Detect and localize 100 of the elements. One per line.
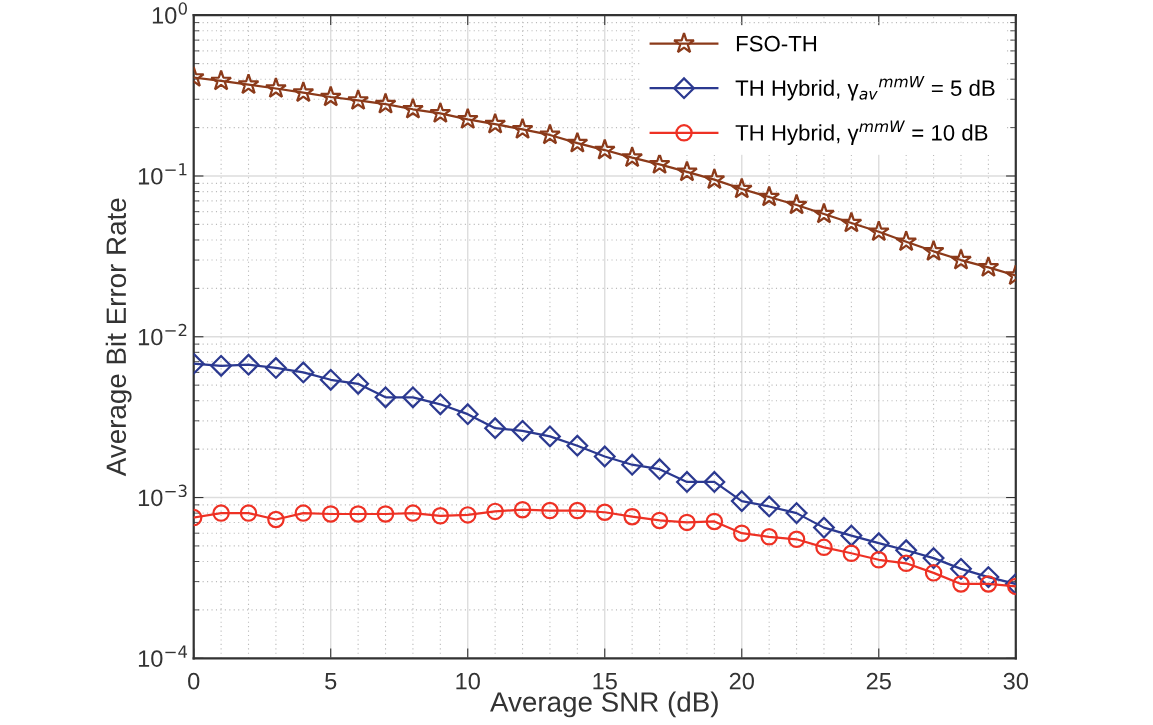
point [376, 505, 395, 523]
y-axis-title: Average Bit Error Rate [105, 198, 132, 477]
point [319, 368, 342, 391]
point [239, 504, 258, 522]
x-tick-label: 20 [729, 672, 754, 690]
point [678, 513, 696, 532]
point [401, 97, 424, 119]
point [349, 505, 367, 523]
point [787, 530, 806, 549]
point [568, 501, 587, 520]
point [484, 112, 507, 134]
point [566, 131, 589, 153]
point [374, 92, 397, 114]
x-tick-label: 30 [1003, 672, 1028, 690]
point [895, 539, 918, 562]
point [456, 403, 479, 426]
point [623, 507, 641, 526]
point [703, 168, 726, 190]
legend-label: TH Hybrid, γ$^{mmW}$ = 10 dB [735, 120, 988, 146]
point [538, 123, 561, 145]
point [539, 425, 561, 448]
point [319, 85, 342, 107]
y-tick-label: 10$^{−2}$ [138, 323, 187, 346]
point [429, 393, 452, 416]
x-tick-label: 5 [325, 673, 337, 690]
point [897, 554, 915, 573]
point [210, 69, 233, 91]
point [648, 152, 671, 174]
point [648, 458, 671, 481]
point [292, 81, 315, 103]
point [977, 566, 1000, 589]
point [292, 361, 315, 384]
legend-label: FSO-TH [736, 35, 817, 52]
legend-label: TH Hybrid, γ$_{av}$$^{mmW}$ = 5 dB [735, 75, 995, 101]
point [621, 146, 644, 168]
point [593, 445, 616, 468]
point [264, 77, 287, 99]
point [596, 503, 614, 521]
point [733, 524, 751, 542]
point [870, 551, 888, 569]
point [840, 211, 863, 233]
point [758, 185, 781, 207]
point [431, 507, 450, 525]
point [511, 419, 534, 442]
point [977, 255, 1000, 277]
point [949, 248, 972, 270]
point [730, 490, 753, 513]
y-tick-label: 10$^{−4}$ [138, 645, 188, 667]
point [922, 239, 945, 261]
point [264, 356, 287, 379]
point [593, 138, 616, 160]
point [321, 505, 340, 523]
point [840, 524, 863, 547]
point [867, 532, 890, 555]
point [952, 575, 970, 593]
point [210, 354, 233, 377]
point [812, 202, 835, 224]
point [730, 177, 753, 199]
point [785, 193, 808, 215]
point [813, 516, 835, 539]
point [513, 500, 532, 519]
point [650, 511, 669, 530]
point [842, 544, 861, 563]
point [758, 495, 781, 518]
x-axis-title: Average SNR (dB) [490, 691, 718, 718]
point [676, 471, 698, 493]
point [867, 220, 890, 242]
x-tick-label: 15 [593, 673, 617, 690]
point [566, 434, 589, 457]
point [429, 101, 452, 123]
point [294, 504, 313, 522]
point [705, 512, 724, 531]
point [950, 557, 972, 580]
point [760, 528, 778, 546]
point [347, 372, 370, 395]
point [922, 547, 945, 570]
point [675, 160, 698, 182]
point [456, 107, 479, 129]
x-tick-label: 0 [188, 672, 200, 690]
point [404, 504, 422, 522]
x-tick-label: 10 [456, 672, 480, 690]
point [237, 353, 260, 376]
point [212, 504, 230, 522]
point [486, 502, 504, 521]
x-tick-label: 25 [866, 672, 891, 690]
point [621, 453, 644, 476]
point [541, 501, 559, 520]
point [815, 538, 833, 557]
point [924, 564, 943, 582]
y-tick-label: 10$^{−3}$ [138, 484, 187, 507]
y-tick-label: 10$^{−1}$ [138, 163, 187, 185]
point [267, 510, 285, 529]
point [237, 73, 260, 95]
y-tick-label: 10$^{0}$ [152, 2, 187, 24]
point [785, 502, 808, 525]
point [458, 506, 477, 524]
point [511, 117, 534, 139]
point [895, 230, 918, 252]
point [347, 88, 370, 110]
point [484, 417, 507, 440]
